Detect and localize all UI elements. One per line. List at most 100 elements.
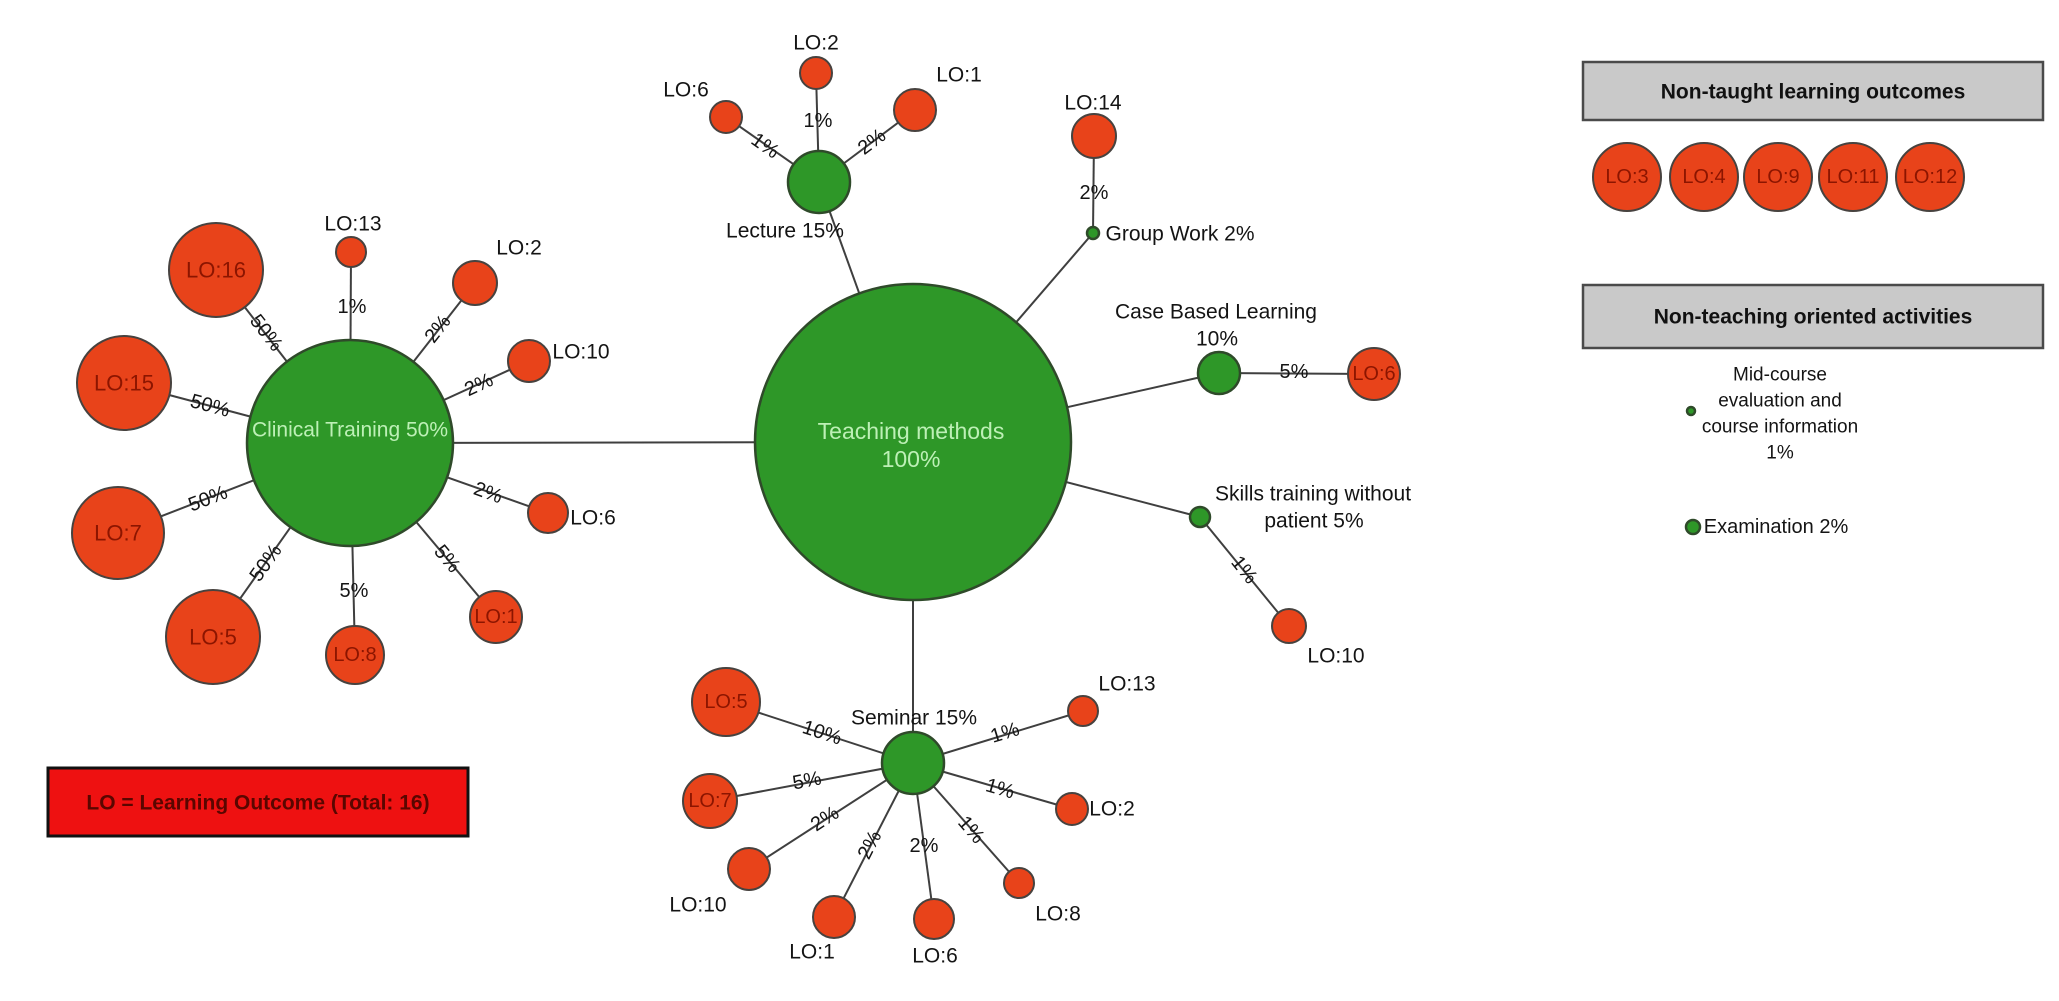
legend-lo11-node (1818, 142, 1888, 212)
pct-seminar-lo5: 10% (800, 716, 845, 749)
clinical-lo2-node (452, 260, 498, 306)
clinical-lo1-node (469, 590, 523, 644)
legend-lo12-node (1895, 142, 1965, 212)
legend-non-taught-box (1581, 60, 2045, 122)
pct-seminar-lo2: 1% (983, 774, 1017, 803)
mid-course-line1: Mid-course (1733, 365, 1827, 386)
casebased-lo6-node (1347, 347, 1401, 401)
clinical-lo16-label: LO:16 (186, 258, 246, 283)
clinical-lo15-node (76, 335, 172, 431)
group-work-node (1085, 225, 1101, 241)
skills-lo10-node (1271, 608, 1307, 644)
pct-clinical-lo13: 1% (338, 296, 367, 318)
lecture-lo6-label: LO:6 (663, 79, 709, 102)
edge-seminar-lo7 (709, 762, 914, 802)
pct-lecture-lo1: 2% (854, 124, 890, 159)
seminar-lo8-label: LO:8 (1035, 903, 1081, 926)
mid-course-dot (1685, 405, 1697, 417)
clinical-lo1-label: LO:1 (474, 606, 517, 628)
clinical-lo10-label: LO:10 (552, 341, 609, 364)
clinical-training-label: Clinical Training 50% (252, 419, 448, 442)
pct-lecture-lo6: 1% (747, 129, 783, 164)
clinical-lo16-node (168, 222, 264, 318)
clinical-lo7-label: LO:7 (94, 521, 142, 546)
pct-clinical-lo15: 50% (188, 390, 233, 422)
teaching-methods-node (753, 282, 1073, 602)
legend-lo4-label: LO:4 (1682, 166, 1725, 188)
seminar-lo5-node (691, 667, 761, 737)
clinical-lo13-label: LO:13 (324, 213, 381, 236)
pct-clinical-lo5: 50% (246, 540, 287, 586)
seminar-lo13-node (1067, 695, 1099, 727)
pct-lecture-lo2: 1% (804, 110, 833, 132)
seminar-node (880, 730, 946, 796)
edge-skills-lo10 (1199, 516, 1290, 627)
lecture-label: Lecture 15% (726, 220, 844, 243)
pct-clinical-lo10: 2% (461, 369, 497, 401)
clinical-lo7-node (71, 486, 165, 580)
lecture-node (786, 149, 852, 215)
seminar-lo5-label: LO:5 (704, 691, 747, 713)
clinical-lo8-label: LO:8 (333, 644, 376, 666)
groupwork-lo14-node (1071, 113, 1117, 159)
seminar-lo2-node (1055, 792, 1089, 826)
teaching-methods-label-line1: Teaching methods (818, 418, 1005, 444)
seminar-lo1-node (812, 895, 856, 939)
seminar-lo1-label: LO:1 (789, 941, 835, 964)
note-label: LO = Learning Outcome (Total: 16) (86, 792, 429, 815)
pct-clinical-lo7: 50% (185, 481, 230, 516)
casebased-lo6-label: LO:6 (1352, 363, 1395, 385)
groupwork-lo14-label: LO:14 (1064, 92, 1122, 115)
seminar-lo7-node (682, 773, 738, 829)
mid-course-line3: course information (1702, 417, 1858, 438)
clinical-lo5-label: LO:5 (189, 625, 237, 650)
legend-lo3-node (1592, 142, 1662, 212)
pct-groupwork-lo14: 2% (1080, 182, 1109, 204)
pct-seminar-lo6: 2% (910, 835, 939, 857)
method-labels: Teaching methods 100% Clinical Training … (252, 220, 1411, 730)
seminar-lo10-label: LO:10 (669, 894, 726, 917)
case-based-label-line1: Case Based Learning (1115, 301, 1317, 324)
legend-lo12-label: LO:12 (1903, 166, 1957, 188)
lecture-lo1-node (893, 88, 937, 132)
legend-activities-title: Non-teaching oriented activities (1654, 306, 1973, 329)
legend-lo9-node (1743, 142, 1813, 212)
clinical-lo6-label: LO:6 (570, 507, 616, 530)
clinical-lo10-node (507, 339, 551, 383)
mid-course-line2: evaluation and (1718, 391, 1842, 412)
seminar-lo13-label: LO:13 (1098, 673, 1155, 696)
clinical-lo2-label: LO:2 (496, 237, 542, 260)
skills-training-node (1188, 505, 1212, 529)
clinical-lo8-node (325, 625, 385, 685)
legend-activities: Non-teaching oriented activities Mid-cou… (1581, 283, 2045, 538)
lecture-lo2-node (799, 56, 833, 90)
lecture-lo6-node (709, 100, 743, 134)
lecture-lo1-label: LO:1 (936, 64, 982, 87)
outcome-labels: LO:16 LO:13 LO:2 LO:10 LO:15 LO:6 LO:7 L… (94, 32, 1396, 968)
legend-non-taught: Non-taught learning outcomes LO:3 LO:4 L… (1581, 60, 2045, 212)
clinical-lo13-node (335, 236, 367, 268)
method-nodes (245, 149, 1242, 796)
seminar-label: Seminar 15% (851, 707, 977, 730)
clinical-lo15-label: LO:15 (94, 371, 154, 396)
legend-non-taught-title: Non-taught learning outcomes (1661, 81, 1966, 104)
pct-clinical-lo8: 5% (340, 580, 369, 602)
outcome-nodes (71, 56, 1401, 940)
seminar-lo6-node (913, 898, 955, 940)
pct-seminar-lo10: 2% (807, 802, 843, 836)
legend-lo11-label: LO:11 (1827, 166, 1880, 188)
seminar-lo6-label: LO:6 (912, 945, 958, 968)
mid-course-line4: 1% (1766, 443, 1794, 464)
case-based-label-line2: 10% (1196, 328, 1238, 351)
pct-seminar-lo1: 2% (854, 827, 887, 863)
seminar-lo7-label: LO:7 (688, 790, 731, 812)
pct-seminar-lo7: 5% (791, 767, 824, 794)
group-work-label: Group Work 2% (1106, 223, 1255, 246)
clinical-lo6-node (527, 492, 569, 534)
skills-label-line1: Skills training without (1215, 483, 1411, 506)
legend-lo3-label: LO:3 (1605, 166, 1648, 188)
pct-clinical-lo6: 2% (471, 478, 506, 509)
legend-lo4-node (1669, 142, 1739, 212)
